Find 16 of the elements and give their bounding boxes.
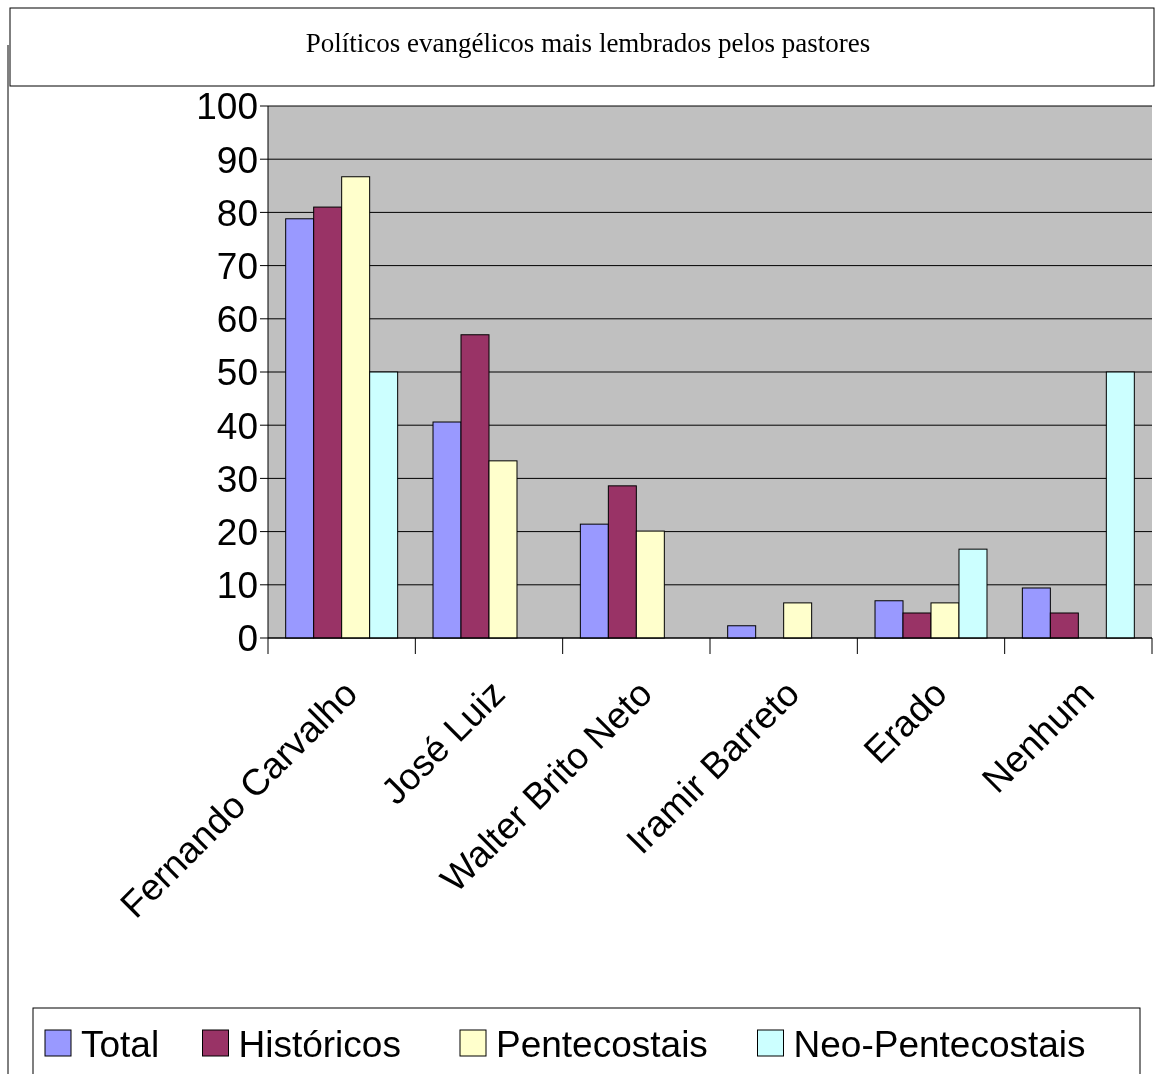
y-tick-label: 0	[237, 618, 258, 660]
y-tick-label: 30	[216, 458, 258, 500]
legend-label: Neo-Pentecostais	[793, 1024, 1086, 1065]
y-tick-label: 40	[216, 405, 258, 447]
y-tick-label: 20	[216, 511, 258, 553]
y-tick-label: 50	[216, 352, 258, 394]
chart-title: Políticos evangélicos mais lembrados pelos pastores	[305, 28, 871, 58]
y-tick-label: 60	[216, 299, 258, 341]
y-tick-label: 70	[216, 245, 258, 287]
y-tick-label: 10	[216, 565, 258, 607]
legend-label: Pentecostais	[496, 1024, 708, 1065]
y-tick-label: 80	[216, 192, 258, 234]
y-tick-label: 90	[216, 139, 258, 181]
legend-label: Históricos	[238, 1024, 401, 1065]
y-tick-label: 100	[196, 86, 258, 128]
legend-label: Total	[81, 1024, 160, 1065]
